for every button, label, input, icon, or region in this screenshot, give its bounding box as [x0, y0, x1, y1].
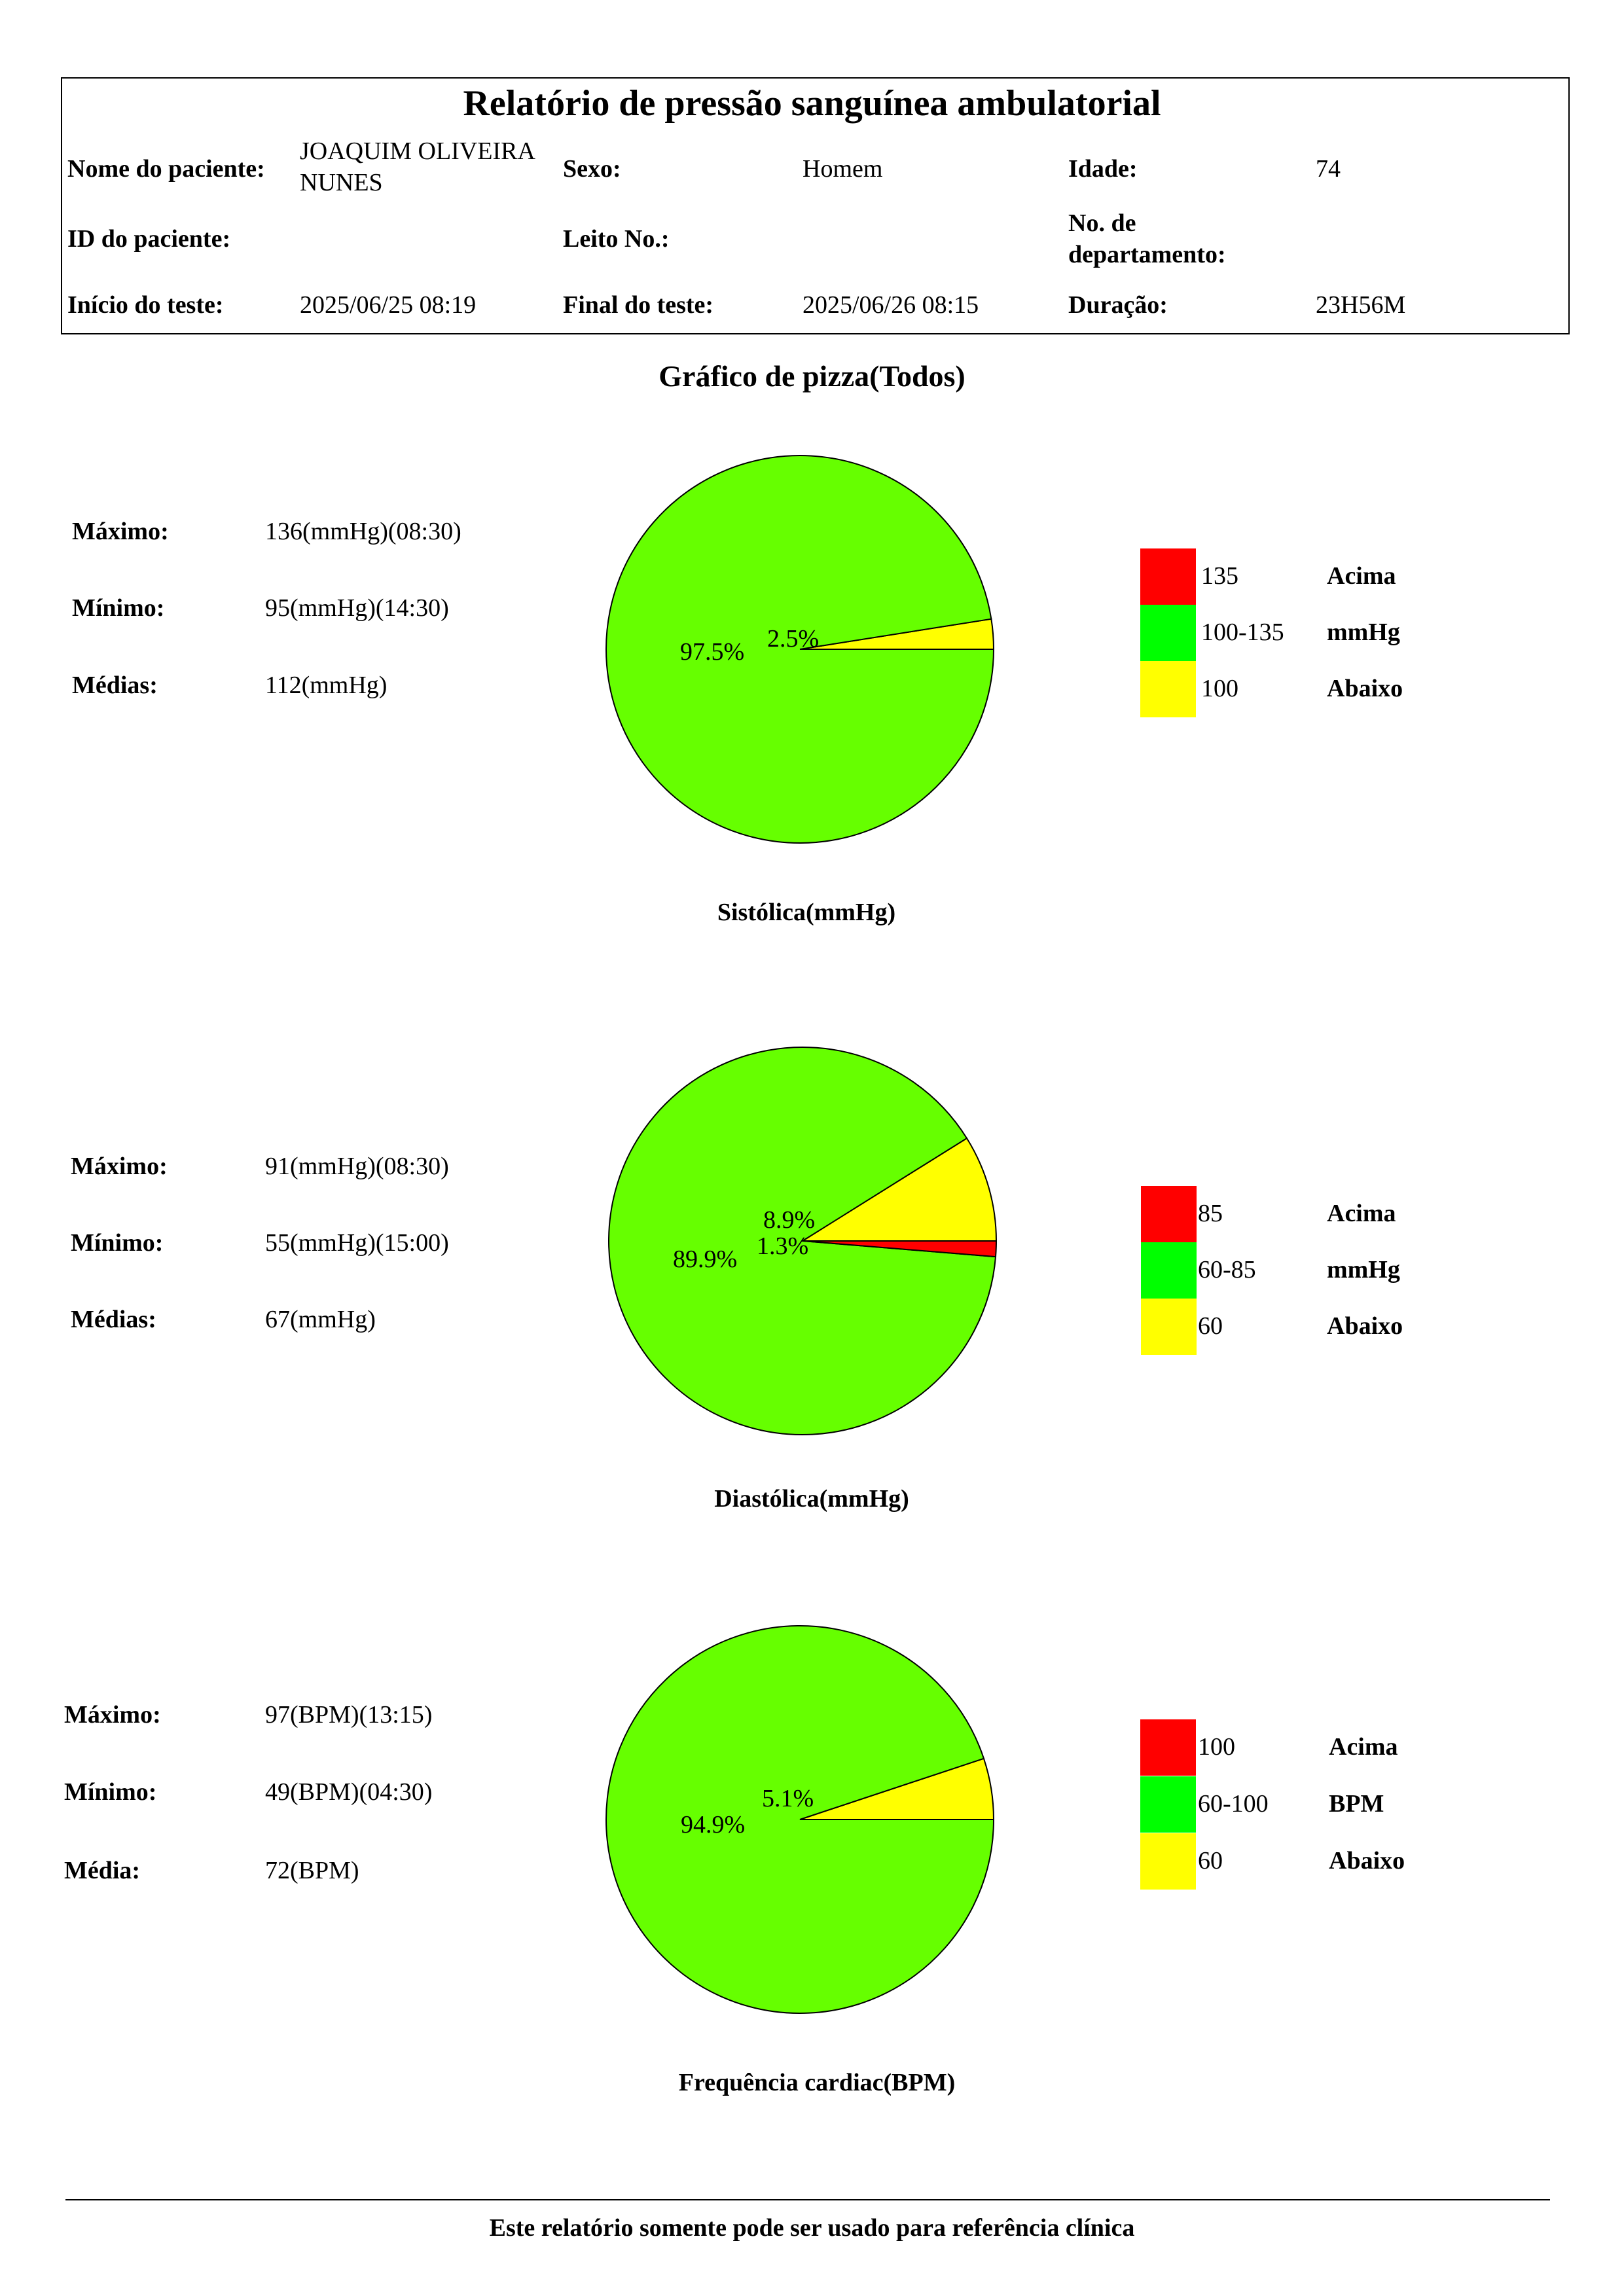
hr-max-label: Máximo:	[64, 1701, 161, 1729]
systolic-legend-below-range: 100	[1201, 675, 1238, 702]
hr-avg-label: Média:	[64, 1857, 141, 1884]
pie-label-below: 5.1%	[762, 1785, 814, 1812]
systolic-legend-below-label: Abaixo	[1327, 675, 1403, 702]
hr-legend-above-label: Acima	[1329, 1733, 1398, 1761]
diastolic-legend-normal-range: 60-85	[1198, 1256, 1256, 1283]
systolic-legend-normal-range: 100-135	[1201, 619, 1284, 646]
systolic-legend-normal-swatch	[1140, 605, 1196, 661]
hr-legend-below-swatch	[1140, 1833, 1196, 1890]
systolic-avg-value: 112(mmHg)	[265, 672, 388, 699]
start-label: Início do teste:	[67, 291, 224, 319]
hr-max-value: 97(BPM)(13:15)	[265, 1701, 433, 1729]
hr-chart-title: Frequência cardiac(BPM)	[678, 2069, 956, 2096]
patient-name-value: JOAQUIM OLIVEIRA NUNES	[300, 137, 534, 196]
diastolic-pie-chart: 1.3% 89.9% 8.9%	[608, 1047, 998, 1435]
pie-label-below: 8.9%	[763, 1206, 815, 1234]
hr-min-label: Mínimo:	[64, 1778, 157, 1806]
systolic-avg-label: Médias:	[72, 672, 158, 699]
age-label: Idade:	[1068, 155, 1138, 183]
duration-value: 23H56M	[1316, 291, 1406, 319]
pie-label-above: 1.3%	[757, 1232, 808, 1260]
end-label: Final do teste:	[563, 291, 714, 319]
patient-name-label: Nome do paciente:	[67, 155, 265, 183]
sex-label: Sexo:	[563, 155, 621, 183]
diastolic-min-label: Mínimo:	[71, 1229, 164, 1257]
hr-pie-chart: 94.9% 5.1%	[605, 1625, 995, 2014]
diastolic-max-label: Máximo:	[71, 1153, 168, 1180]
hr-legend-normal-label: BPM	[1329, 1790, 1384, 1818]
bed-label: Leito No.:	[563, 225, 670, 253]
systolic-legend-above-range: 135	[1201, 562, 1238, 590]
diastolic-legend-below-label: Abaixo	[1327, 1312, 1403, 1340]
systolic-pie-chart: 97.5% 2.5%	[605, 455, 995, 844]
diastolic-chart-title: Diastólica(mmHg)	[714, 1485, 909, 1513]
systolic-legend-normal-label: mmHg	[1327, 619, 1400, 646]
pie-slice-above	[802, 1240, 998, 1258]
pie-label-normal: 94.9%	[681, 1811, 745, 1839]
pie-slice-normal	[605, 1625, 995, 2014]
diastolic-legend-above-label: Acima	[1327, 1200, 1396, 1227]
hr-legend-normal-range: 60-100	[1198, 1790, 1269, 1818]
hr-legend-below-label: Abaixo	[1329, 1847, 1405, 1874]
diastolic-avg-value: 67(mmHg)	[265, 1306, 376, 1333]
systolic-max-value: 136(mmHg)(08:30)	[265, 518, 461, 545]
diastolic-legend-normal-swatch	[1141, 1242, 1197, 1299]
diastolic-legend-above-swatch	[1141, 1186, 1197, 1242]
diastolic-legend-below-swatch	[1141, 1299, 1197, 1355]
systolic-chart-title: Sistólica(mmHg)	[717, 899, 896, 926]
hr-legend-below-range: 60	[1198, 1847, 1223, 1874]
systolic-legend-below-swatch	[1140, 661, 1196, 717]
patient-id-label: ID do paciente:	[67, 225, 231, 253]
hr-legend-above-range: 100	[1198, 1733, 1235, 1761]
diastolic-legend-normal-label: mmHg	[1327, 1256, 1400, 1283]
sex-value: Homem	[803, 155, 883, 183]
duration-label: Duração:	[1068, 291, 1168, 319]
systolic-max-label: Máximo:	[72, 518, 169, 545]
hr-avg-value: 72(BPM)	[265, 1857, 359, 1884]
header-box	[61, 77, 1570, 334]
diastolic-max-value: 91(mmHg)(08:30)	[265, 1153, 449, 1180]
pie-label-normal: 89.9%	[673, 1246, 737, 1273]
footer-note: Este relatório somente pode ser usado pa…	[489, 2214, 1135, 2242]
start-value: 2025/06/25 08:19	[300, 291, 477, 319]
diastolic-avg-label: Médias:	[71, 1306, 156, 1333]
pie-section-title: Gráfico de pizza(Todos)	[659, 359, 965, 393]
pie-slice-below	[800, 1137, 998, 1242]
systolic-legend-above-swatch	[1140, 548, 1196, 605]
pie-label-below: 2.5%	[767, 625, 819, 653]
systolic-legend-above-label: Acima	[1327, 562, 1396, 590]
diastolic-legend-below-range: 60	[1198, 1312, 1223, 1340]
report-title: Relatório de pressão sanguínea ambulator…	[463, 83, 1161, 124]
pie-label-normal: 97.5%	[680, 638, 744, 666]
pie-slice-normal	[605, 455, 995, 844]
footer-divider	[65, 2199, 1550, 2200]
hr-legend-above-swatch	[1140, 1719, 1196, 1776]
diastolic-min-value: 55(mmHg)(15:00)	[265, 1229, 449, 1257]
pie-slice-normal	[608, 1047, 997, 1435]
systolic-min-label: Mínimo:	[72, 594, 165, 622]
end-value: 2025/06/26 08:15	[803, 291, 979, 319]
hr-min-value: 49(BPM)(04:30)	[265, 1778, 433, 1806]
systolic-min-value: 95(mmHg)(14:30)	[265, 594, 449, 622]
hr-legend-normal-swatch	[1140, 1776, 1196, 1833]
age-value: 74	[1316, 155, 1341, 183]
department-label: No. de departamento:	[1068, 209, 1226, 268]
diastolic-legend-above-range: 85	[1198, 1200, 1223, 1227]
